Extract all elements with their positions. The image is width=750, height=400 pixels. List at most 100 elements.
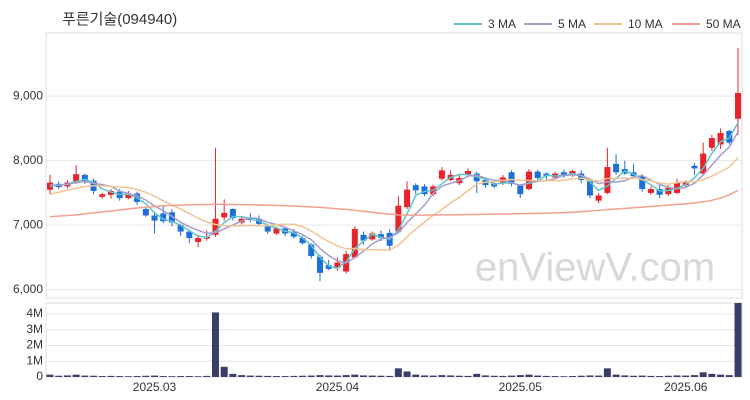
volume-bar xyxy=(211,312,219,377)
volume-bar xyxy=(368,375,376,377)
candle-body xyxy=(195,238,202,242)
y-tick-label: 6,000 xyxy=(13,282,43,296)
candle-body xyxy=(412,185,419,191)
volume-bar xyxy=(168,376,176,377)
candle-body xyxy=(221,212,228,218)
candle-body xyxy=(613,163,620,173)
volume-bar xyxy=(708,373,716,377)
candle-body xyxy=(369,233,376,240)
volume-bar xyxy=(342,375,350,377)
candle-body xyxy=(334,262,341,268)
price-panel xyxy=(45,32,743,299)
ma-line xyxy=(49,157,739,251)
candle-body xyxy=(107,190,114,195)
volume-bar xyxy=(124,376,132,377)
candle-body xyxy=(229,209,236,219)
volume-bar xyxy=(612,374,620,377)
volume-bar xyxy=(569,376,577,377)
volume-bar xyxy=(246,375,254,377)
volume-bar xyxy=(90,375,98,377)
volume-bar xyxy=(490,375,498,377)
candle-body xyxy=(360,234,367,241)
candle-body xyxy=(99,194,106,197)
volume-bar xyxy=(394,368,402,377)
y-tick-label: 7,000 xyxy=(13,217,43,231)
legend-label: 3 MA xyxy=(488,17,516,31)
x-tick-label: 2025.05 xyxy=(499,380,543,394)
candle-body xyxy=(273,228,280,234)
volume-bar xyxy=(629,375,637,377)
volume-bar xyxy=(98,376,106,377)
volume-bar xyxy=(577,375,585,377)
volume-bar xyxy=(420,375,428,377)
volume-bar xyxy=(429,375,437,377)
candle-body xyxy=(81,174,88,182)
volume-bar xyxy=(377,375,385,377)
candle-body xyxy=(325,265,332,269)
volume-bar xyxy=(455,375,463,377)
volume-bar xyxy=(159,376,167,377)
candle-body xyxy=(717,132,724,145)
candle-body xyxy=(316,256,323,273)
volume-bar xyxy=(307,375,315,377)
volume-bar xyxy=(272,376,280,377)
volume-bar xyxy=(603,368,611,377)
volume-bar xyxy=(412,374,420,377)
chart-title: 푸른기술(094940) xyxy=(62,11,177,28)
volume-bar xyxy=(290,375,298,377)
volume-bar xyxy=(151,375,159,377)
volume-bar xyxy=(351,374,359,377)
candle-body xyxy=(125,193,132,199)
candle-body xyxy=(708,138,715,148)
volume-bar xyxy=(586,375,594,377)
volume-bar xyxy=(621,375,629,377)
candle-body xyxy=(586,181,593,196)
candle-body xyxy=(517,185,524,195)
candle-body xyxy=(656,189,663,195)
volume-bar xyxy=(690,375,698,377)
ma-line xyxy=(49,189,739,218)
candle-body xyxy=(151,215,158,221)
volume-bar xyxy=(551,376,559,377)
volume-bar xyxy=(560,376,568,377)
volume-bar xyxy=(647,375,655,377)
candle-body xyxy=(351,229,358,258)
volume-bar xyxy=(717,374,725,377)
legend-label: 10 MA xyxy=(628,17,663,31)
volume-bar xyxy=(46,374,54,377)
volume-bar xyxy=(220,366,228,377)
volume-bar xyxy=(516,375,524,377)
candle-body xyxy=(160,213,167,222)
candle-body xyxy=(691,165,698,169)
candle-body xyxy=(177,225,184,232)
candle-body xyxy=(639,176,646,190)
candle-body xyxy=(560,172,567,177)
y-tick-label: 0 xyxy=(36,369,43,383)
y-tick-label: 3M xyxy=(26,322,43,336)
candle-body xyxy=(578,173,585,181)
y-tick-label: 2M xyxy=(26,338,43,352)
volume-bar xyxy=(81,375,89,377)
volume-bar xyxy=(447,375,455,377)
volume-bar xyxy=(333,375,341,377)
candle-body xyxy=(595,195,602,201)
volume-bar xyxy=(481,375,489,377)
volume-bar xyxy=(203,375,211,377)
volume-bar xyxy=(107,375,115,377)
candle-body xyxy=(508,172,515,184)
volume-bar xyxy=(438,375,446,377)
volume-bar xyxy=(525,374,533,377)
legend-label: 50 MA xyxy=(706,17,741,31)
volume-bar xyxy=(177,376,185,377)
candle-body xyxy=(264,226,271,232)
candle-body xyxy=(73,174,80,183)
volume-bar xyxy=(534,375,542,377)
candle-body xyxy=(465,170,472,175)
volume-bar xyxy=(255,375,263,377)
volume-bar xyxy=(133,376,141,377)
volume-bar xyxy=(638,375,646,377)
volume-bar xyxy=(595,375,603,377)
candle-body xyxy=(438,170,445,179)
y-tick-label: 4M xyxy=(26,306,43,320)
volume-bar xyxy=(316,375,324,377)
